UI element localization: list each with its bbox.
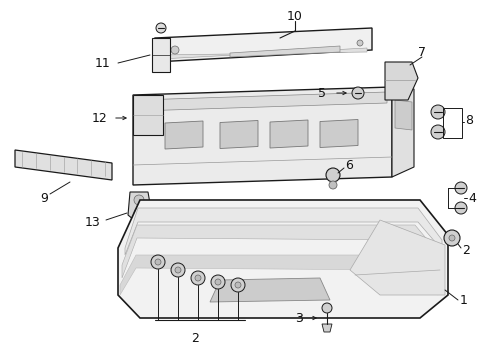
- Circle shape: [325, 168, 339, 182]
- Circle shape: [430, 105, 444, 119]
- Text: 6: 6: [345, 158, 352, 171]
- Polygon shape: [133, 95, 163, 135]
- Circle shape: [151, 255, 164, 269]
- Polygon shape: [321, 324, 331, 332]
- Text: 2: 2: [461, 243, 469, 257]
- Circle shape: [230, 278, 244, 292]
- Text: 2: 2: [191, 332, 199, 345]
- Circle shape: [235, 282, 241, 288]
- Text: 8: 8: [464, 113, 472, 126]
- Circle shape: [328, 181, 336, 189]
- Polygon shape: [138, 92, 386, 111]
- Polygon shape: [125, 208, 441, 255]
- Polygon shape: [120, 255, 437, 295]
- Text: 3: 3: [294, 311, 302, 324]
- Text: 4: 4: [467, 192, 475, 204]
- Circle shape: [171, 46, 179, 54]
- Polygon shape: [209, 278, 329, 302]
- Circle shape: [448, 235, 454, 241]
- Circle shape: [134, 208, 143, 218]
- Polygon shape: [391, 87, 413, 177]
- Text: 12: 12: [92, 112, 107, 125]
- Polygon shape: [160, 48, 366, 59]
- Polygon shape: [155, 28, 371, 62]
- Circle shape: [430, 125, 444, 139]
- Circle shape: [356, 40, 362, 46]
- Polygon shape: [152, 38, 170, 72]
- Polygon shape: [394, 100, 411, 130]
- Circle shape: [443, 230, 459, 246]
- Polygon shape: [269, 120, 307, 148]
- Polygon shape: [349, 220, 444, 295]
- Polygon shape: [164, 121, 203, 149]
- Polygon shape: [229, 46, 339, 57]
- Circle shape: [195, 275, 201, 281]
- Circle shape: [351, 87, 363, 99]
- Circle shape: [210, 275, 224, 289]
- Polygon shape: [319, 120, 357, 148]
- Polygon shape: [118, 200, 447, 318]
- Circle shape: [134, 195, 143, 205]
- Polygon shape: [128, 192, 152, 225]
- Polygon shape: [133, 87, 391, 185]
- Circle shape: [191, 271, 204, 285]
- Circle shape: [454, 182, 466, 194]
- Polygon shape: [220, 121, 258, 149]
- Polygon shape: [384, 62, 417, 100]
- Polygon shape: [15, 150, 112, 180]
- Circle shape: [454, 202, 466, 214]
- Text: 5: 5: [317, 86, 325, 99]
- Text: 7: 7: [417, 45, 425, 59]
- Circle shape: [171, 263, 184, 277]
- Circle shape: [155, 259, 161, 265]
- Polygon shape: [122, 225, 439, 278]
- Text: 13: 13: [85, 216, 101, 229]
- Circle shape: [321, 303, 331, 313]
- Text: 10: 10: [286, 9, 303, 23]
- Text: 11: 11: [95, 57, 110, 69]
- Text: 9: 9: [40, 192, 48, 204]
- Text: 1: 1: [459, 293, 467, 306]
- Circle shape: [215, 279, 221, 285]
- Circle shape: [156, 23, 165, 33]
- Circle shape: [175, 267, 181, 273]
